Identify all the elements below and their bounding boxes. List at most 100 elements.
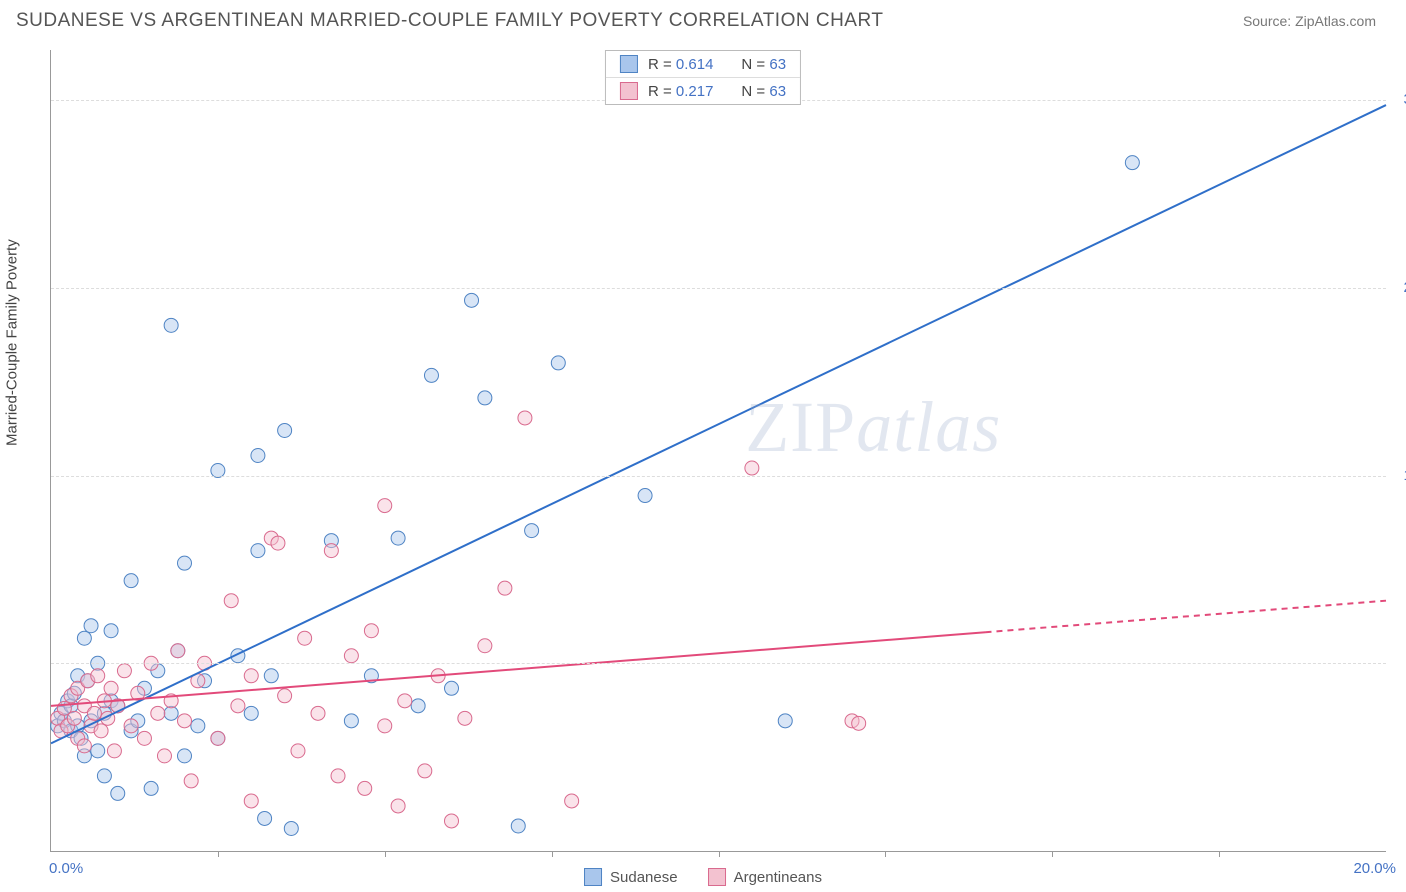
n-value-argentineans: 63 xyxy=(769,83,786,100)
legend-item-sudanese: Sudanese xyxy=(584,868,678,886)
data-point-argentineans xyxy=(852,716,866,730)
data-point-sudanese xyxy=(445,681,459,695)
data-point-argentineans xyxy=(151,706,165,720)
data-point-sudanese xyxy=(551,356,565,370)
data-point-sudanese xyxy=(178,556,192,570)
data-point-sudanese xyxy=(84,619,98,633)
data-point-sudanese xyxy=(258,811,272,825)
chart-title: SUDANESE VS ARGENTINEAN MARRIED-COUPLE F… xyxy=(16,10,883,32)
swatch-sudanese-bottom xyxy=(584,868,602,886)
data-point-argentineans xyxy=(565,794,579,808)
data-point-argentineans xyxy=(157,749,171,763)
data-point-argentineans xyxy=(291,744,305,758)
data-point-sudanese xyxy=(478,391,492,405)
data-point-argentineans xyxy=(278,689,292,703)
data-point-sudanese xyxy=(191,719,205,733)
regression-extrapolation-argentineans xyxy=(986,601,1387,633)
data-point-sudanese xyxy=(251,449,265,463)
swatch-argentineans xyxy=(620,82,638,100)
data-point-sudanese xyxy=(284,821,298,835)
x-tick xyxy=(218,851,219,857)
data-point-sudanese xyxy=(278,423,292,437)
r-value-sudanese: 0.614 xyxy=(676,56,714,73)
y-tick-label: 22.5% xyxy=(1391,279,1406,296)
data-point-sudanese xyxy=(1125,156,1139,170)
x-tick xyxy=(385,851,386,857)
data-point-argentineans xyxy=(224,594,238,608)
data-point-sudanese xyxy=(91,744,105,758)
x-tick xyxy=(885,851,886,857)
data-point-argentineans xyxy=(244,669,258,683)
x-label-max: 20.0% xyxy=(1353,860,1396,877)
gridline-h xyxy=(51,476,1386,477)
data-point-sudanese xyxy=(391,531,405,545)
data-point-argentineans xyxy=(311,706,325,720)
plot-area: ZIPatlas 7.5%15.0%22.5%30.0%0.0%20.0% xyxy=(50,50,1386,852)
regression-line-sudanese xyxy=(51,105,1386,743)
data-point-sudanese xyxy=(264,669,278,683)
data-point-argentineans xyxy=(445,814,459,828)
data-point-sudanese xyxy=(164,318,178,332)
data-point-argentineans xyxy=(94,724,108,738)
data-point-sudanese xyxy=(424,368,438,382)
data-point-argentineans xyxy=(364,624,378,638)
data-point-sudanese xyxy=(251,544,265,558)
legend-label-argentineans: Argentineans xyxy=(734,869,822,886)
y-axis-title: Married-Couple Family Poverty xyxy=(4,239,21,446)
data-point-sudanese xyxy=(111,786,125,800)
data-point-sudanese xyxy=(124,574,138,588)
legend-item-argentineans: Argentineans xyxy=(708,868,822,886)
data-point-argentineans xyxy=(398,694,412,708)
data-point-sudanese xyxy=(638,489,652,503)
data-point-argentineans xyxy=(745,461,759,475)
data-point-argentineans xyxy=(211,731,225,745)
data-point-sudanese xyxy=(525,524,539,538)
data-point-argentineans xyxy=(117,664,131,678)
data-point-sudanese xyxy=(778,714,792,728)
data-point-argentineans xyxy=(344,649,358,663)
data-point-argentineans xyxy=(184,774,198,788)
y-tick-label: 30.0% xyxy=(1391,91,1406,108)
source-label: Source: ZipAtlas.com xyxy=(1243,13,1376,29)
x-tick xyxy=(719,851,720,857)
data-point-argentineans xyxy=(498,581,512,595)
r-value-argentineans: 0.217 xyxy=(676,83,714,100)
x-tick xyxy=(552,851,553,857)
data-point-argentineans xyxy=(77,739,91,753)
data-point-sudanese xyxy=(411,699,425,713)
data-point-sudanese xyxy=(178,749,192,763)
n-value-sudanese: 63 xyxy=(769,56,786,73)
data-point-sudanese xyxy=(97,769,111,783)
swatch-sudanese xyxy=(620,55,638,73)
data-point-argentineans xyxy=(391,799,405,813)
data-point-argentineans xyxy=(231,699,245,713)
data-point-argentineans xyxy=(107,744,121,758)
data-point-argentineans xyxy=(171,644,185,658)
data-point-argentineans xyxy=(458,711,472,725)
x-tick xyxy=(1052,851,1053,857)
data-point-argentineans xyxy=(178,714,192,728)
data-point-argentineans xyxy=(478,639,492,653)
data-point-argentineans xyxy=(378,719,392,733)
data-point-sudanese xyxy=(144,781,158,795)
stats-legend: R = 0.614 N = 63 R = 0.217 N = 63 xyxy=(605,50,801,105)
x-label-min: 0.0% xyxy=(49,860,83,877)
stats-row-argentineans: R = 0.217 N = 63 xyxy=(606,77,800,104)
stats-row-sudanese: R = 0.614 N = 63 xyxy=(606,51,800,77)
data-point-sudanese xyxy=(465,293,479,307)
data-point-argentineans xyxy=(271,536,285,550)
gridline-h xyxy=(51,663,1386,664)
data-point-sudanese xyxy=(104,624,118,638)
data-point-sudanese xyxy=(344,714,358,728)
data-point-argentineans xyxy=(124,719,138,733)
data-point-argentineans xyxy=(418,764,432,778)
data-point-sudanese xyxy=(164,706,178,720)
data-point-sudanese xyxy=(511,819,525,833)
y-tick-label: 7.5% xyxy=(1391,654,1406,671)
data-point-argentineans xyxy=(244,794,258,808)
data-point-argentineans xyxy=(378,499,392,513)
swatch-argentineans-bottom xyxy=(708,868,726,886)
data-point-sudanese xyxy=(244,706,258,720)
y-tick-label: 15.0% xyxy=(1391,467,1406,484)
data-point-sudanese xyxy=(77,631,91,645)
